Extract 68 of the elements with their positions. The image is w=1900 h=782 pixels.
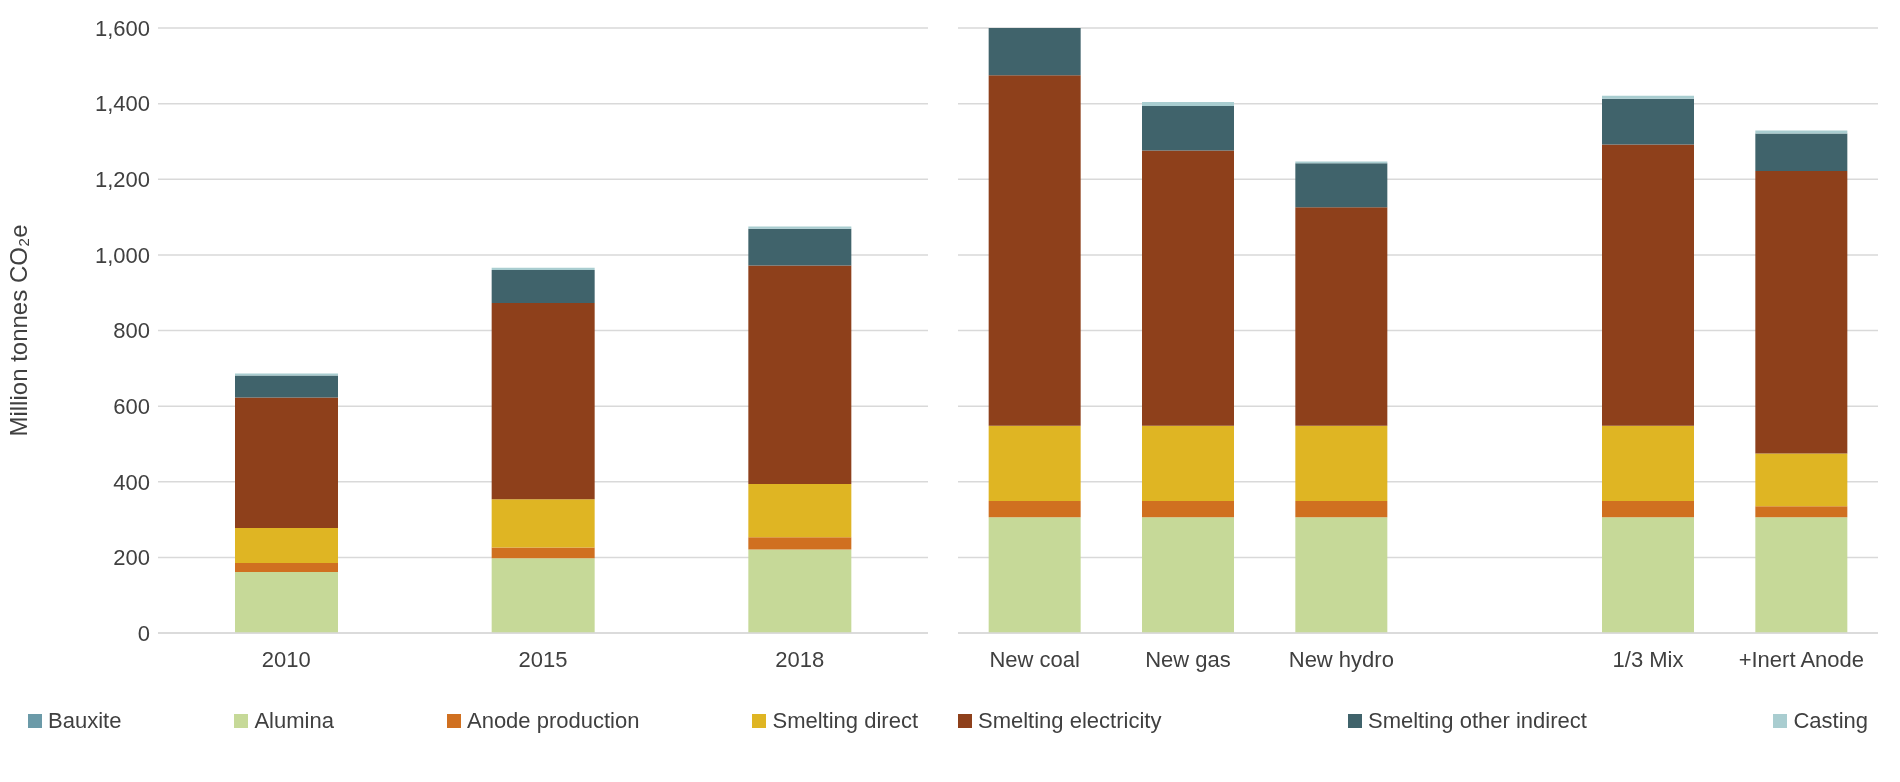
y-tick-label: 1,600	[94, 15, 150, 41]
x-tick-label: 2010	[261, 646, 311, 672]
bar	[1295, 163, 1388, 208]
bar	[988, 75, 1081, 426]
legend-label: Casting	[1793, 708, 1868, 734]
bar	[1602, 98, 1694, 145]
legend-label: Bauxite	[48, 708, 122, 734]
y-tick-label: 0	[137, 620, 150, 646]
bar	[235, 397, 338, 528]
x-tick-label: 2015	[518, 646, 568, 672]
x-tick-label: New hydro	[1288, 646, 1394, 672]
legend-label: Smelting direct	[772, 708, 918, 734]
x-tick-label: New gas	[1145, 646, 1231, 672]
bar	[1142, 150, 1234, 426]
bar	[1295, 501, 1388, 518]
x-tick-label: +Inert Anode	[1738, 646, 1865, 672]
bar	[235, 375, 338, 398]
bar	[1295, 425, 1388, 502]
bar	[491, 547, 595, 559]
y-tick-label: 800	[113, 318, 150, 344]
bar	[1142, 501, 1234, 518]
bar	[1755, 130, 1848, 134]
bar	[235, 527, 338, 564]
bar	[748, 228, 852, 266]
bar	[1755, 170, 1848, 454]
bar	[1142, 517, 1234, 633]
y-tick-label: 200	[113, 545, 150, 571]
bar	[1602, 144, 1694, 426]
bar	[988, 28, 1081, 76]
bar	[1602, 425, 1694, 502]
bar	[235, 572, 338, 633]
bar	[748, 265, 852, 485]
bar	[491, 499, 595, 548]
bar	[988, 517, 1081, 633]
bar	[1602, 517, 1694, 633]
y-tick-label: 1,000	[94, 242, 150, 268]
bar	[1755, 453, 1848, 507]
y-tick-label: 1,400	[94, 91, 150, 117]
bar	[988, 425, 1081, 502]
bar	[748, 537, 852, 550]
legend-label: Smelting electricity	[978, 708, 1162, 734]
bar	[1602, 95, 1694, 99]
legend-label: Smelting other indirect	[1367, 708, 1587, 734]
bar	[1142, 105, 1234, 151]
bar	[1295, 207, 1388, 426]
bar	[235, 563, 338, 573]
y-tick-label: 600	[113, 393, 150, 419]
legend-label: Anode production	[466, 708, 640, 734]
bar	[1602, 501, 1694, 518]
bar	[1295, 517, 1388, 633]
y-axis-title: Million tonnes CO₂e	[4, 224, 32, 437]
bar	[988, 501, 1081, 518]
bar	[1755, 133, 1848, 171]
bar	[491, 270, 595, 303]
bar	[1755, 506, 1848, 518]
legend-label: Alumina	[254, 708, 334, 734]
bar	[1142, 425, 1234, 502]
bar	[748, 549, 852, 633]
bar	[1142, 102, 1234, 106]
bar	[491, 302, 595, 500]
x-tick-label: 1/3 Mix	[1612, 646, 1684, 672]
bar	[748, 484, 852, 538]
bar	[1755, 517, 1848, 633]
bar	[491, 558, 595, 633]
y-tick-label: 400	[113, 469, 150, 495]
x-tick-label: 2018	[775, 646, 825, 672]
x-tick-label: New coal	[989, 646, 1080, 672]
y-tick-label: 1,200	[94, 167, 150, 193]
